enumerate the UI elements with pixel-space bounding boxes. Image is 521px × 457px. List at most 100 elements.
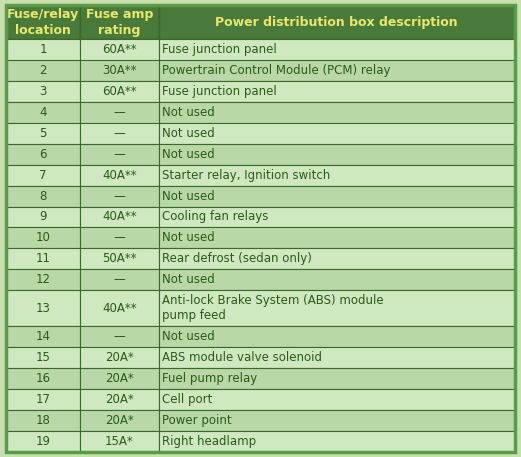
Text: 3: 3 bbox=[40, 85, 47, 98]
Text: 4: 4 bbox=[40, 106, 47, 119]
Text: Not used: Not used bbox=[163, 273, 215, 286]
Text: 10: 10 bbox=[35, 231, 51, 244]
Bar bbox=[159, 143, 515, 165]
Text: Fuse amp
rating: Fuse amp rating bbox=[86, 8, 153, 37]
Bar bbox=[6, 368, 80, 389]
Text: 1: 1 bbox=[40, 43, 47, 56]
Text: Power distribution box description: Power distribution box description bbox=[216, 16, 458, 29]
Bar bbox=[159, 269, 515, 290]
Text: 2: 2 bbox=[40, 64, 47, 77]
Text: Fuel pump relay: Fuel pump relay bbox=[163, 372, 258, 385]
Text: 40A**: 40A** bbox=[102, 169, 137, 181]
Text: 17: 17 bbox=[35, 393, 51, 406]
Bar bbox=[80, 60, 159, 81]
Text: Not used: Not used bbox=[163, 231, 215, 244]
Bar bbox=[159, 389, 515, 409]
Bar bbox=[6, 269, 80, 290]
Bar bbox=[159, 39, 515, 60]
Bar bbox=[80, 347, 159, 368]
Text: 20A*: 20A* bbox=[105, 393, 134, 406]
Bar bbox=[159, 326, 515, 347]
Text: Not used: Not used bbox=[163, 127, 215, 140]
Text: 20A*: 20A* bbox=[105, 351, 134, 364]
Bar bbox=[6, 228, 80, 249]
Bar bbox=[159, 207, 515, 228]
Text: 30A**: 30A** bbox=[102, 64, 137, 77]
Text: Rear defrost (sedan only): Rear defrost (sedan only) bbox=[163, 252, 312, 266]
Bar bbox=[6, 102, 80, 123]
Bar bbox=[159, 368, 515, 389]
Bar bbox=[80, 123, 159, 143]
Bar bbox=[80, 186, 159, 207]
Text: Not used: Not used bbox=[163, 330, 215, 343]
Bar bbox=[6, 123, 80, 143]
Text: 20A*: 20A* bbox=[105, 372, 134, 385]
Text: 16: 16 bbox=[35, 372, 51, 385]
Bar bbox=[6, 39, 80, 60]
Text: 15: 15 bbox=[35, 351, 51, 364]
Text: 18: 18 bbox=[35, 414, 51, 426]
Bar bbox=[6, 249, 80, 269]
Text: Anti-lock Brake System (ABS) module
pump feed: Anti-lock Brake System (ABS) module pump… bbox=[163, 294, 384, 322]
Bar bbox=[80, 269, 159, 290]
Text: Fuse junction panel: Fuse junction panel bbox=[163, 85, 277, 98]
Bar bbox=[159, 430, 515, 452]
Text: 60A**: 60A** bbox=[102, 85, 137, 98]
Bar bbox=[80, 290, 159, 326]
Bar bbox=[80, 165, 159, 186]
Bar bbox=[159, 102, 515, 123]
Text: 40A**: 40A** bbox=[102, 211, 137, 223]
Text: ABS module valve solenoid: ABS module valve solenoid bbox=[163, 351, 322, 364]
Text: Right headlamp: Right headlamp bbox=[163, 435, 256, 447]
Bar bbox=[159, 186, 515, 207]
Text: Powertrain Control Module (PCM) relay: Powertrain Control Module (PCM) relay bbox=[163, 64, 391, 77]
Text: 5: 5 bbox=[40, 127, 47, 140]
Bar bbox=[159, 347, 515, 368]
Text: Power point: Power point bbox=[163, 414, 232, 426]
Text: Not used: Not used bbox=[163, 148, 215, 161]
Bar bbox=[159, 249, 515, 269]
Text: —: — bbox=[114, 330, 125, 343]
Bar bbox=[80, 5, 159, 39]
Bar bbox=[159, 81, 515, 102]
Text: Fuse/relay
location: Fuse/relay location bbox=[7, 8, 79, 37]
Text: 15A*: 15A* bbox=[105, 435, 134, 447]
Bar bbox=[80, 143, 159, 165]
Bar bbox=[6, 81, 80, 102]
Text: Cell port: Cell port bbox=[163, 393, 213, 406]
Bar bbox=[80, 409, 159, 430]
Text: —: — bbox=[114, 148, 125, 161]
Text: —: — bbox=[114, 273, 125, 286]
Bar bbox=[80, 326, 159, 347]
Bar bbox=[6, 165, 80, 186]
Text: Not used: Not used bbox=[163, 190, 215, 202]
Bar bbox=[6, 347, 80, 368]
Bar bbox=[6, 326, 80, 347]
Bar bbox=[6, 5, 80, 39]
Bar bbox=[6, 186, 80, 207]
Text: 13: 13 bbox=[35, 302, 51, 314]
Text: 7: 7 bbox=[40, 169, 47, 181]
Bar bbox=[6, 207, 80, 228]
Text: 14: 14 bbox=[35, 330, 51, 343]
Text: 50A**: 50A** bbox=[102, 252, 137, 266]
Text: 40A**: 40A** bbox=[102, 302, 137, 314]
Bar bbox=[80, 249, 159, 269]
Bar bbox=[80, 81, 159, 102]
Bar bbox=[80, 368, 159, 389]
Text: 60A**: 60A** bbox=[102, 43, 137, 56]
Bar bbox=[159, 228, 515, 249]
Text: 9: 9 bbox=[40, 211, 47, 223]
Bar bbox=[80, 39, 159, 60]
Bar bbox=[80, 207, 159, 228]
Bar bbox=[6, 60, 80, 81]
Bar bbox=[159, 409, 515, 430]
Bar bbox=[159, 290, 515, 326]
Bar bbox=[159, 165, 515, 186]
Bar bbox=[159, 60, 515, 81]
Text: —: — bbox=[114, 231, 125, 244]
Text: —: — bbox=[114, 106, 125, 119]
Bar bbox=[80, 228, 159, 249]
Text: 6: 6 bbox=[40, 148, 47, 161]
Text: Cooling fan relays: Cooling fan relays bbox=[163, 211, 269, 223]
